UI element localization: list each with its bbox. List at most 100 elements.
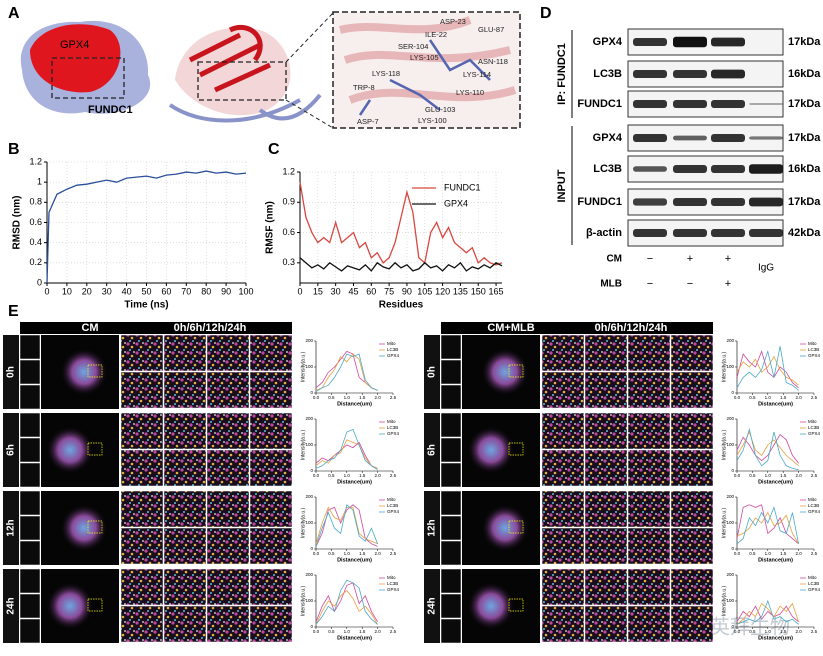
line bbox=[315, 441, 378, 469]
channel-tile bbox=[19, 490, 41, 516]
residue-label: SER-104 bbox=[398, 42, 428, 51]
x-tick-label: 0.0 bbox=[734, 473, 741, 478]
legend-label: LC3B bbox=[808, 581, 819, 586]
zoom-tile bbox=[584, 605, 628, 643]
zoom-tile bbox=[206, 605, 250, 643]
blot-band bbox=[673, 36, 707, 48]
zoom-tile bbox=[120, 605, 164, 643]
zoom-tile bbox=[249, 568, 293, 606]
x-tick-label: 1.0 bbox=[344, 473, 351, 478]
x-tick-label: 1.5 bbox=[780, 395, 787, 400]
x-tick-label: 1.0 bbox=[765, 395, 772, 400]
blot-band bbox=[749, 136, 783, 140]
cell bbox=[60, 504, 108, 552]
zoom-tile bbox=[206, 527, 250, 565]
x-tick-label: 0.0 bbox=[734, 629, 741, 634]
zoom-tile bbox=[627, 412, 671, 450]
blot-size-label: 17kDa bbox=[788, 196, 821, 208]
row-label: 6h bbox=[427, 444, 438, 456]
y-tick-label: 200 bbox=[726, 416, 734, 421]
y-tick-label: 0.8 bbox=[29, 197, 42, 207]
condition-mark: − bbox=[647, 278, 653, 290]
zoom-tile bbox=[163, 605, 207, 643]
row-label: 6h bbox=[6, 444, 17, 456]
zoom-tile bbox=[670, 334, 714, 372]
zoom-tile bbox=[627, 334, 671, 372]
row-label: 12h bbox=[427, 519, 438, 536]
panel-label: C bbox=[268, 141, 280, 158]
line bbox=[736, 605, 799, 623]
cell bbox=[46, 426, 94, 474]
y-axis-label: RMSF (nm) bbox=[265, 201, 276, 254]
axes bbox=[736, 575, 814, 628]
y-tick-label: 0.2 bbox=[29, 257, 42, 267]
zoom-tile bbox=[206, 334, 250, 372]
legend-label: LC3B bbox=[387, 347, 398, 352]
x-tick-label: 0.0 bbox=[313, 629, 320, 634]
line bbox=[736, 355, 799, 386]
zoom-tile bbox=[670, 412, 714, 450]
zoom-tile bbox=[120, 568, 164, 606]
blot-band bbox=[749, 229, 783, 237]
condition-mark: − bbox=[687, 278, 693, 290]
x-axis-label: Residues bbox=[379, 300, 424, 311]
y-tick-label: 0 bbox=[310, 546, 313, 551]
y-tick-label: 100 bbox=[726, 364, 734, 369]
roi-box bbox=[87, 598, 103, 612]
blot-band bbox=[711, 229, 745, 237]
y-tick-label: 200 bbox=[305, 572, 313, 577]
y-axis-label: RMSD (nm) bbox=[12, 196, 23, 250]
residue-label: ILE-22 bbox=[425, 30, 447, 39]
zoom-tile bbox=[584, 568, 628, 606]
x-tick-label: 2.5 bbox=[811, 395, 818, 400]
blot-size-label: 16kDa bbox=[788, 163, 821, 175]
zoom-tile bbox=[541, 605, 585, 643]
legend-label: GPX4 bbox=[444, 198, 468, 208]
x-axis-label: Distance(um) bbox=[337, 557, 372, 563]
group-header bbox=[441, 322, 713, 334]
zoom-tile bbox=[120, 334, 164, 372]
legend-label: LC3B bbox=[808, 347, 819, 352]
zoom-tile bbox=[120, 490, 164, 528]
x-axis-label: Distance(um) bbox=[758, 635, 793, 641]
channel-tile bbox=[19, 462, 41, 488]
channel-tile bbox=[440, 540, 462, 566]
blot-band bbox=[673, 135, 707, 141]
x-tick-label: 0 bbox=[44, 286, 49, 296]
x-tick-label: 0.0 bbox=[313, 551, 320, 556]
axes bbox=[315, 575, 393, 628]
line bbox=[736, 599, 799, 625]
zoom-tile bbox=[249, 490, 293, 528]
line bbox=[736, 504, 799, 545]
axes bbox=[299, 172, 502, 284]
panel-label: E bbox=[8, 303, 19, 320]
cell bbox=[481, 504, 529, 552]
channel-tile bbox=[440, 593, 462, 619]
x-axis-label: Distance(um) bbox=[758, 557, 793, 563]
y-tick-label: 200 bbox=[726, 338, 734, 343]
zoom-tile bbox=[584, 527, 628, 565]
channel-tile bbox=[440, 490, 462, 516]
blot-size-label: 42kDa bbox=[788, 227, 821, 239]
protein-surface bbox=[20, 20, 151, 114]
y-tick-label: 0.9 bbox=[282, 197, 295, 207]
y-tick-label: 0.4 bbox=[29, 237, 42, 247]
zoom-tile bbox=[627, 568, 671, 606]
zoom-tile bbox=[670, 449, 714, 487]
y-tick-label: 0 bbox=[731, 390, 734, 395]
y-tick-label: 0.6 bbox=[29, 217, 42, 227]
x-tick-label: 1.5 bbox=[359, 629, 366, 634]
blot-row-label: FUNDC1 bbox=[577, 196, 622, 208]
x-tick-label: 2.0 bbox=[374, 473, 381, 478]
x-tick-label: 30 bbox=[102, 286, 112, 296]
zoom-tile bbox=[670, 605, 714, 643]
x-tick-label: 2.0 bbox=[795, 473, 802, 478]
blot-band bbox=[633, 134, 667, 142]
condition-mark: − bbox=[647, 253, 653, 265]
blot-band bbox=[711, 165, 745, 173]
cell bbox=[467, 426, 515, 474]
x-tick-label: 0.0 bbox=[734, 551, 741, 556]
line bbox=[315, 439, 378, 469]
blot-row-label: GPX4 bbox=[593, 36, 623, 48]
channel-tile bbox=[19, 334, 41, 360]
